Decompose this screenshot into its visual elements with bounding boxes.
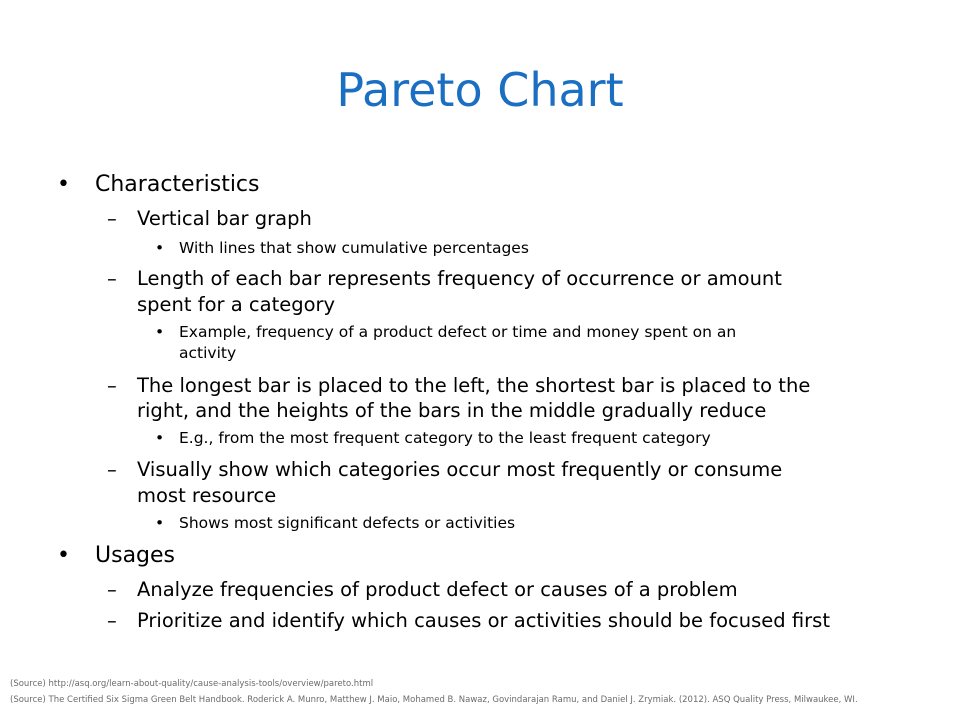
dash-marker: – <box>107 374 117 397</box>
source-citation-url: (Source) http://asq.org/learn-about-qual… <box>10 679 374 689</box>
detail-with-lines: With lines that show cumulative percenta… <box>179 239 529 257</box>
dash-marker: – <box>107 458 117 481</box>
subbullet-prioritize: Prioritize and identify which causes or … <box>137 609 830 632</box>
subbullet-length-line1: Length of each bar represents frequency … <box>137 267 782 290</box>
subbullet-longest-line1: The longest bar is placed to the left, t… <box>137 374 811 397</box>
detail-eg: E.g., from the most frequent category to… <box>179 429 711 447</box>
detail-shows: Shows most significant defects or activi… <box>179 514 516 532</box>
subbullet-longest-line2: right, and the heights of the bars in th… <box>137 399 767 422</box>
dash-marker: – <box>107 578 117 601</box>
bullet-marker: • <box>155 429 165 447</box>
bullet-marker: • <box>57 543 70 568</box>
subbullet-length-line2: spent for a category <box>137 293 336 316</box>
subbullet-analyze: Analyze frequencies of product defect or… <box>137 578 738 601</box>
bullet-marker: • <box>57 172 70 197</box>
bullet-marker: • <box>155 239 165 257</box>
subbullet-vertical-bar-graph: Vertical bar graph <box>137 207 312 230</box>
bullet-usages: Usages <box>95 543 176 568</box>
dash-marker: – <box>107 267 117 290</box>
subbullet-visually-line2: most resource <box>137 484 277 507</box>
detail-example-line1: Example, frequency of a product defect o… <box>179 323 737 341</box>
slide-title: Pareto Chart <box>336 63 624 117</box>
detail-example-line2: activity <box>179 344 237 362</box>
dash-marker: – <box>107 609 117 632</box>
bullet-characteristics: Characteristics <box>95 172 260 197</box>
bullet-marker: • <box>155 514 165 532</box>
dash-marker: – <box>107 207 117 230</box>
source-citation-book: (Source) The Certified Six Sigma Green B… <box>10 695 858 705</box>
bullet-marker: • <box>155 323 165 341</box>
subbullet-visually-line1: Visually show which categories occur mos… <box>137 458 783 481</box>
